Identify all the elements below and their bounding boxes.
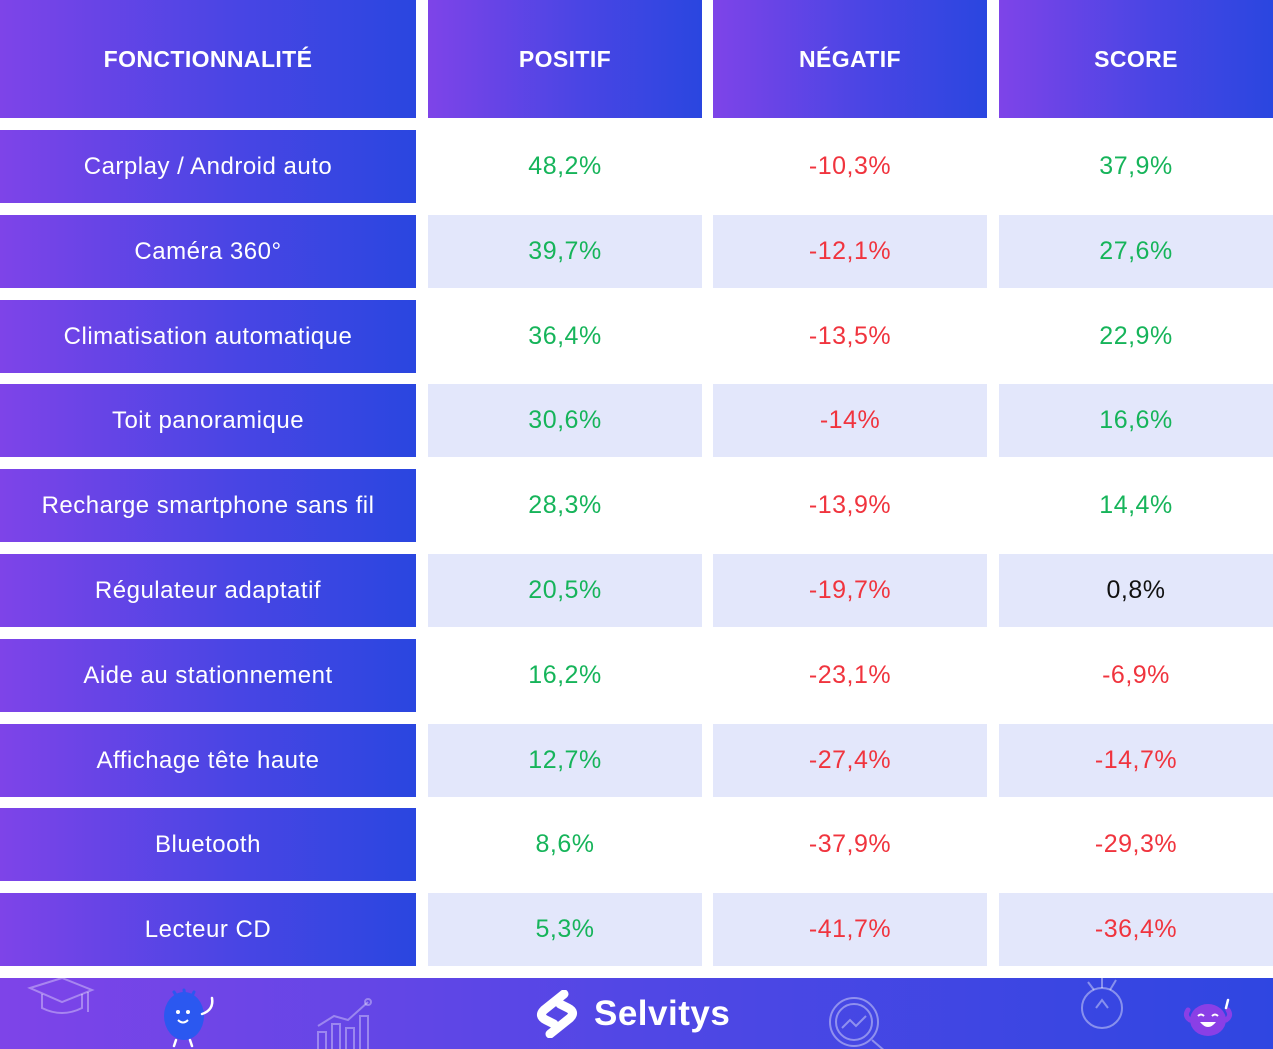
positive-cell: 36,4%	[528, 322, 602, 350]
feature-cell: Toit panoramique	[0, 384, 416, 457]
positive-cell: 12,7%	[428, 724, 702, 797]
feature-cell: Recharge smartphone sans fil	[0, 469, 416, 542]
header-score: SCORE	[999, 0, 1273, 118]
negative-cell: -27,4%	[713, 724, 987, 797]
positive-cell: 48,2%	[528, 152, 602, 180]
mascot-blue-icon	[164, 988, 214, 1048]
positive-cell: 16,2%	[528, 661, 602, 689]
score-cell: 27,6%	[999, 215, 1273, 288]
feature-cell: Affichage tête haute	[0, 724, 416, 797]
positive-cell: 8,6%	[535, 830, 595, 858]
score-cell: 14,4%	[1099, 491, 1173, 519]
feature-cell: Carplay / Android auto	[0, 130, 416, 203]
score-cell: -36,4%	[999, 893, 1273, 966]
mascot-purple-icon	[1183, 998, 1233, 1036]
header-feature: FONCTIONNALITÉ	[0, 0, 416, 118]
score-cell: -29,3%	[1094, 830, 1178, 858]
feature-cell: Climatisation automatique	[0, 300, 416, 373]
negative-cell: -10,3%	[808, 152, 892, 180]
brand-name: Selvitys	[594, 994, 731, 1033]
score-cell: 22,9%	[1099, 322, 1173, 350]
bar-chart-icon	[317, 998, 372, 1049]
selvitys-logo-icon	[536, 990, 578, 1038]
feature-cell: Caméra 360°	[0, 215, 416, 288]
positive-cell: 30,6%	[428, 384, 702, 457]
negative-cell: -12,1%	[713, 215, 987, 288]
magnifier-chart-icon	[829, 997, 885, 1049]
score-cell: 37,9%	[1099, 152, 1173, 180]
header-negative: NÉGATIF	[713, 0, 987, 118]
feature-cell: Bluetooth	[0, 808, 416, 881]
score-cell: -6,9%	[1102, 661, 1170, 689]
positive-cell: 39,7%	[428, 215, 702, 288]
feature-cell: Régulateur adaptatif	[0, 554, 416, 627]
selvitys-logo: Selvitys	[534, 990, 730, 1038]
negative-cell: -13,9%	[808, 491, 892, 519]
lightbulb-icon	[1081, 978, 1123, 1029]
negative-cell: -23,1%	[808, 661, 892, 689]
negative-cell: -13,5%	[808, 322, 892, 350]
negative-cell: -14%	[713, 384, 987, 457]
feature-cell: Aide au stationnement	[0, 639, 416, 712]
footer-banner: Selvitys	[0, 978, 1273, 1049]
negative-cell: -37,9%	[808, 830, 892, 858]
positive-cell: 20,5%	[428, 554, 702, 627]
feature-cell: Lecteur CD	[0, 893, 416, 966]
score-cell: 16,6%	[999, 384, 1273, 457]
graduation-cap-icon	[27, 978, 95, 1014]
score-cell: 0,8%	[999, 554, 1273, 627]
header-positive: POSITIF	[428, 0, 702, 118]
negative-cell: -41,7%	[713, 893, 987, 966]
positive-cell: 5,3%	[428, 893, 702, 966]
positive-cell: 28,3%	[528, 491, 602, 519]
negative-cell: -19,7%	[713, 554, 987, 627]
score-cell: -14,7%	[999, 724, 1273, 797]
